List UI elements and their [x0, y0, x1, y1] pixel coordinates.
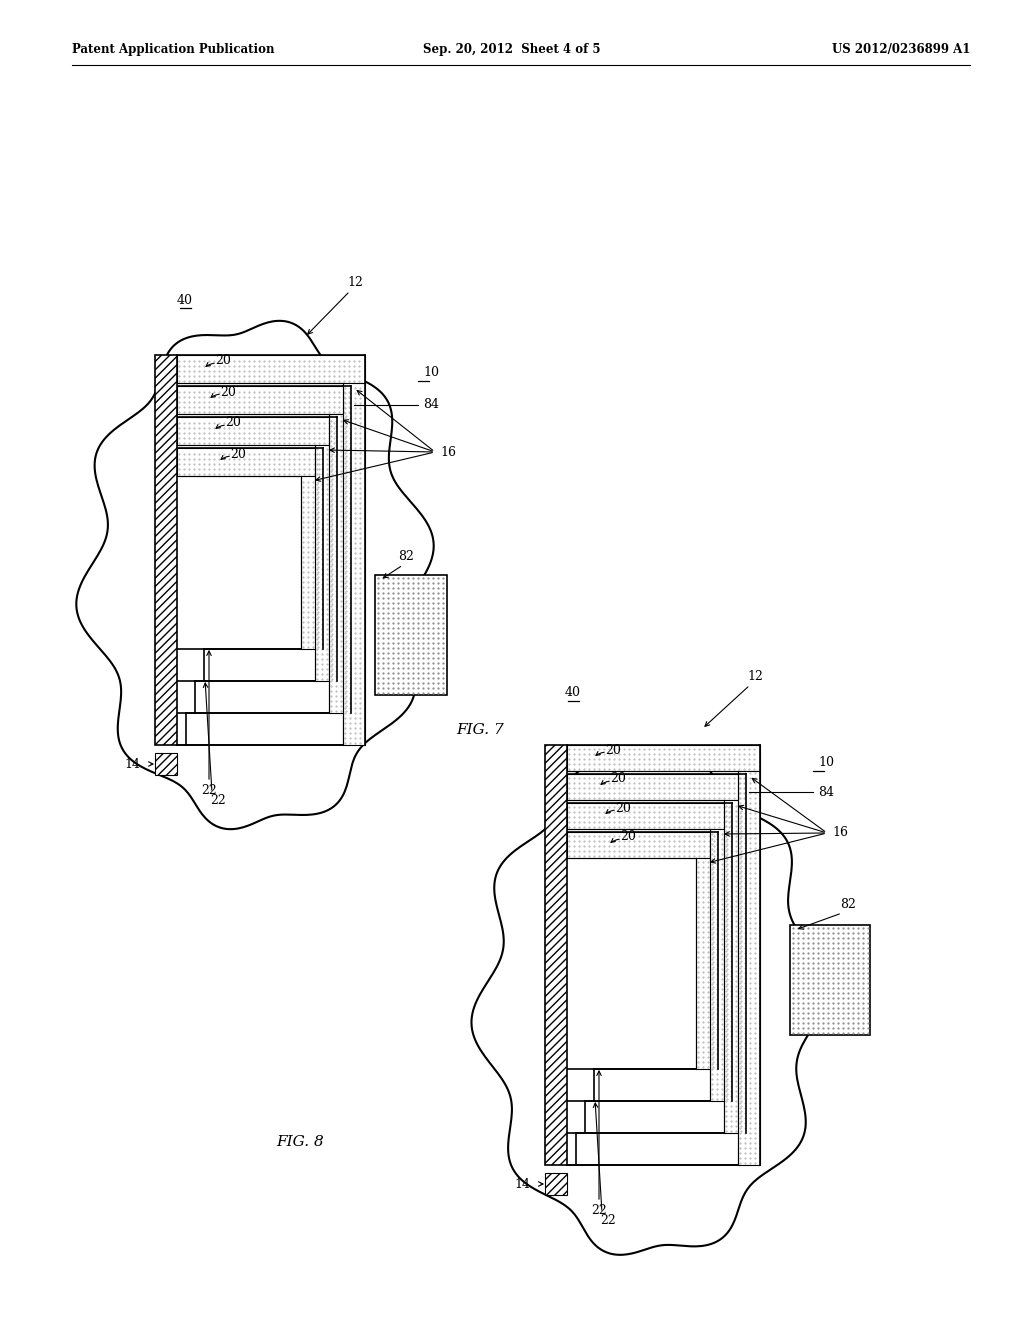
- Bar: [567, 774, 746, 800]
- Bar: [790, 925, 870, 1035]
- Bar: [155, 355, 177, 744]
- Text: 82: 82: [398, 550, 414, 564]
- Bar: [177, 385, 351, 414]
- Text: 20: 20: [605, 743, 621, 756]
- Bar: [710, 829, 732, 1101]
- Bar: [177, 447, 323, 477]
- Text: 20: 20: [230, 447, 246, 461]
- Text: 22: 22: [201, 784, 217, 796]
- Text: FIG. 8: FIG. 8: [276, 1135, 324, 1148]
- Text: Patent Application Publication: Patent Application Publication: [72, 44, 274, 57]
- Text: 22: 22: [591, 1204, 607, 1217]
- Bar: [696, 858, 718, 1069]
- Text: 40: 40: [177, 293, 193, 306]
- Text: 20: 20: [225, 417, 241, 429]
- Bar: [545, 1173, 567, 1195]
- Text: 84: 84: [423, 399, 439, 412]
- Bar: [301, 477, 323, 649]
- Text: 22: 22: [600, 1213, 615, 1226]
- Text: 12: 12: [347, 276, 362, 289]
- Text: 20: 20: [610, 772, 626, 785]
- Text: 10: 10: [423, 367, 439, 380]
- Text: 12: 12: [748, 671, 763, 684]
- Bar: [329, 414, 351, 713]
- Text: US 2012/0236899 A1: US 2012/0236899 A1: [831, 44, 970, 57]
- Text: 40: 40: [565, 686, 581, 700]
- Bar: [545, 744, 567, 1166]
- Text: 10: 10: [818, 756, 834, 770]
- Bar: [177, 417, 337, 445]
- Text: 20: 20: [215, 355, 231, 367]
- Bar: [343, 383, 365, 744]
- Bar: [375, 576, 447, 696]
- Text: 20: 20: [615, 801, 631, 814]
- Bar: [155, 752, 177, 775]
- Text: 16: 16: [440, 446, 456, 458]
- Text: 20: 20: [621, 830, 636, 843]
- Text: FIG. 7: FIG. 7: [456, 723, 504, 737]
- Text: 16: 16: [831, 826, 848, 840]
- Bar: [177, 355, 365, 383]
- Bar: [567, 803, 732, 829]
- Bar: [738, 771, 760, 1166]
- Text: 84: 84: [818, 785, 834, 799]
- Bar: [315, 445, 337, 681]
- Text: 22: 22: [210, 793, 226, 807]
- Bar: [724, 800, 746, 1133]
- Text: 82: 82: [840, 899, 856, 912]
- Text: 20: 20: [220, 385, 236, 399]
- Bar: [567, 744, 760, 771]
- Text: Sep. 20, 2012  Sheet 4 of 5: Sep. 20, 2012 Sheet 4 of 5: [423, 44, 601, 57]
- Text: 14: 14: [514, 1177, 530, 1191]
- Bar: [567, 832, 718, 858]
- Text: 14: 14: [124, 758, 140, 771]
